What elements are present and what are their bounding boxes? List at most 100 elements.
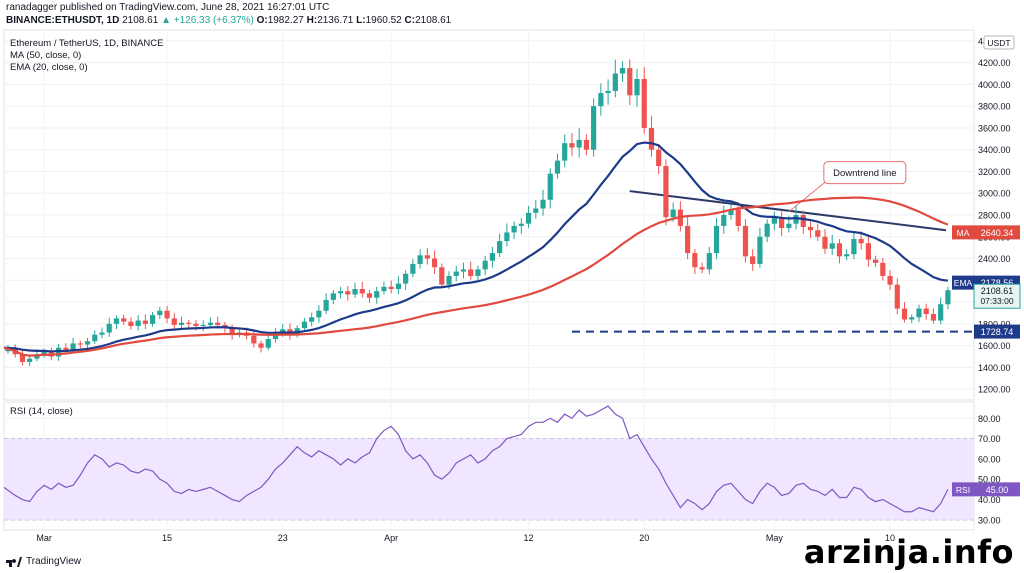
rsi-line — [3, 405, 949, 513]
rsi-tick-label: 30.00 — [978, 515, 1001, 525]
candle-body — [258, 343, 264, 348]
candle-body — [193, 323, 199, 326]
ma-line — [3, 196, 949, 357]
candle-body — [99, 332, 105, 335]
candle-body — [142, 320, 148, 324]
candle-body — [164, 310, 170, 319]
time-tick-label: 23 — [278, 533, 288, 543]
high-value: 2136.71 — [317, 15, 354, 26]
candle-body — [663, 166, 669, 218]
candle-body — [381, 286, 387, 292]
candle-body — [851, 238, 857, 255]
candle-body — [930, 314, 937, 321]
candle-body — [186, 322, 192, 324]
time-tick-label: Mar — [36, 533, 52, 543]
candle-body — [178, 322, 185, 325]
candle-body — [858, 238, 864, 244]
price-tick-label: 3000.00 — [978, 189, 1011, 199]
candle-body — [569, 143, 575, 148]
price-change: ▲ +126.33 (+6.37%) — [161, 15, 254, 26]
candle-body — [453, 271, 459, 276]
legend-ma: MA (50, close, 0) — [10, 50, 82, 61]
candle-body — [525, 212, 532, 224]
candle-body — [554, 160, 561, 174]
tradingview-logo[interactable]: TradingView — [6, 556, 81, 567]
rsi-tick-label: 60.00 — [978, 454, 1001, 464]
last-price: 2108.61 — [122, 15, 159, 26]
candle-body — [619, 68, 626, 74]
candle-body — [945, 290, 951, 305]
candle-body — [887, 275, 893, 285]
candle-body — [150, 315, 156, 324]
candle-body — [316, 310, 322, 318]
currency-badge-text: USDT — [987, 38, 1010, 48]
low-label: L: — [356, 15, 366, 26]
candle-body — [359, 289, 365, 294]
time-tick-label: 12 — [524, 533, 534, 543]
candle-body — [829, 243, 835, 249]
trend-lines: Downtrend line — [571, 161, 974, 333]
ma-tag-label: MA — [957, 228, 970, 238]
candle-body — [280, 329, 286, 333]
candle-body — [750, 256, 756, 264]
candle-body — [909, 317, 915, 320]
callout-pointer — [788, 178, 830, 213]
candle-body — [692, 253, 698, 268]
candle-body — [135, 320, 141, 326]
candle-body — [562, 143, 568, 161]
candle-body — [323, 299, 329, 311]
candle-body — [19, 354, 26, 362]
candle-body — [265, 339, 271, 348]
ma-tag-value-box — [974, 225, 1020, 240]
candle-body — [388, 286, 394, 289]
candle-body — [706, 253, 712, 270]
callout-box — [823, 161, 907, 185]
candle-body — [518, 223, 524, 226]
chart-legend: Ethereum / TetherUS, 1D, BINANCE MA (50,… — [10, 38, 163, 74]
ema-line — [3, 141, 949, 353]
candle-body — [439, 267, 445, 285]
moving-averages — [3, 141, 949, 357]
candle-body — [229, 328, 235, 335]
candle-body — [822, 236, 828, 249]
candle-body — [366, 293, 373, 298]
candle-body — [591, 106, 597, 150]
candle-body — [251, 335, 257, 344]
candle-body — [916, 308, 922, 318]
candle-body — [215, 322, 221, 325]
rsi-tick-label: 80.00 — [978, 414, 1001, 424]
candle-body — [337, 291, 344, 294]
time-tick-label: 20 — [639, 533, 649, 543]
rsi-tag-label-box — [952, 482, 974, 497]
time-tick-label: May — [766, 533, 784, 543]
candle-body — [533, 208, 539, 213]
candle-body — [482, 260, 488, 270]
candle-body — [873, 259, 879, 263]
close-value: 2108.61 — [415, 15, 452, 26]
price-tick-label: 4200.00 — [978, 58, 1011, 68]
rsi-band — [4, 438, 974, 520]
candle-body — [77, 343, 83, 345]
candle-body — [63, 347, 69, 350]
candle-body — [742, 225, 749, 257]
price-tick-label: 4000.00 — [978, 80, 1011, 90]
rsi-tick-label: 50.00 — [978, 475, 1001, 485]
support-tag-value-box — [974, 324, 1020, 339]
rsi-tag-value-box — [974, 482, 1020, 497]
publish-header: ranadagger published on TradingView.com,… — [0, 0, 1024, 28]
candle-body — [301, 321, 308, 329]
candle-body — [836, 243, 843, 257]
ema-tag-value: 2178.56 — [981, 278, 1014, 288]
rsi-series-line — [3, 405, 949, 513]
rsi-legend: RSI (14, close) — [10, 406, 73, 417]
price-tick-label: 1400.00 — [978, 363, 1011, 373]
support-tag-value: 1728.74 — [981, 327, 1014, 337]
candle-body — [70, 343, 76, 350]
time-tick-label: Apr — [384, 533, 398, 543]
candle-body — [807, 226, 814, 231]
candle-body — [800, 215, 806, 227]
candle-body — [468, 269, 474, 276]
candle-body — [207, 322, 214, 325]
